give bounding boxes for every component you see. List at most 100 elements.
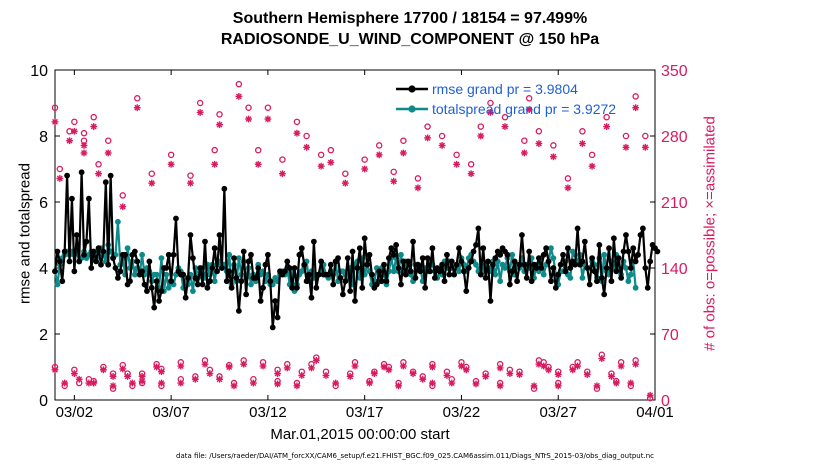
rmse-point (131, 248, 138, 255)
obs-possible-marker (216, 111, 223, 118)
rmse-point (315, 271, 322, 278)
rmse-point (385, 255, 392, 261)
rmse-point (105, 261, 112, 268)
rmse-point (296, 251, 303, 258)
obs-assimilated-marker (646, 391, 654, 399)
rmse-point (252, 275, 259, 281)
obs-possible-marker (235, 80, 243, 88)
rmse-point (407, 268, 414, 275)
obs-assimilated-marker (569, 366, 577, 374)
totalspread-point (153, 271, 160, 278)
rmse-series (52, 169, 661, 331)
rmse-point (197, 265, 204, 271)
rmse-point (608, 278, 615, 285)
rmse-point (516, 261, 523, 268)
obs-assimilated-marker (206, 370, 214, 377)
obs-assimilated-marker (622, 143, 630, 151)
totalspread-point (473, 261, 479, 268)
obs-assimilated-marker (138, 377, 146, 385)
obs-assimilated-marker (501, 123, 509, 130)
rmse-point (226, 268, 233, 275)
rmse-point (373, 281, 380, 288)
y-tick-label-left: 10 (30, 63, 48, 80)
rmse-point (523, 275, 530, 281)
rmse-point (146, 258, 153, 265)
rmse-point (269, 324, 276, 331)
rmse-point (168, 278, 175, 285)
rmse-point (93, 258, 100, 265)
rmse-point (151, 304, 158, 311)
rmse-point (76, 258, 83, 265)
rmse-point (211, 245, 218, 252)
totalspread-point (632, 284, 639, 291)
x-tick-label: 04/01 (636, 404, 674, 421)
totalspread-point (623, 265, 629, 271)
obs-possible-marker (467, 161, 475, 168)
rmse-point (303, 278, 310, 285)
x-tick-label: 03/02 (56, 404, 94, 421)
rmse-point (325, 271, 332, 278)
rmse-point (185, 275, 191, 281)
obs-assimilated-marker (312, 357, 320, 364)
rmse-point (540, 251, 547, 258)
obs-possible-marker (361, 156, 368, 163)
rmse-point (632, 258, 639, 265)
obs-assimilated-marker (438, 142, 446, 149)
obs-assimilated-marker (448, 379, 456, 387)
totalspread-point (601, 251, 608, 258)
rmse-point (308, 294, 315, 301)
obs-assimilated-marker (274, 370, 281, 377)
rmse-point (586, 281, 593, 288)
rmse-point (255, 265, 262, 271)
rmse-point (88, 265, 95, 271)
rmse-point (366, 251, 373, 258)
rmse-point (405, 258, 412, 265)
rmse-point (381, 261, 387, 268)
totalspread-point (124, 245, 131, 252)
rmse-point (424, 255, 431, 261)
obs-possible-marker (424, 123, 431, 130)
obs-assimilated-marker (293, 129, 301, 137)
rmse-point (245, 258, 252, 265)
obs-assimilated-marker (308, 364, 315, 372)
rmse-point (623, 232, 629, 238)
obs-assimilated-marker (75, 375, 83, 383)
obs-possible-marker (564, 175, 572, 182)
rmse-point (112, 265, 119, 271)
y-tick-label-right: 0 (661, 393, 670, 410)
rmse-point (182, 294, 189, 301)
rmse-point (85, 195, 92, 202)
totalspread-point (131, 271, 138, 278)
rmse-point (509, 268, 516, 275)
rmse-point (429, 245, 436, 252)
obs-assimilated-marker (361, 165, 369, 173)
obs-assimilated-marker (632, 360, 640, 368)
y-axis-label-right: # of obs: o=possible; ×=assimilated (701, 116, 719, 351)
obs-assimilated-marker (390, 177, 398, 185)
obs-possible-marker (579, 128, 586, 135)
rmse-point (66, 258, 73, 265)
rmse-point (98, 261, 104, 268)
x-tick-label: 03/17 (346, 404, 384, 421)
rmse-point (209, 265, 216, 271)
obs-possible-marker (390, 168, 397, 176)
rmse-point (378, 278, 385, 285)
totalspread-point (502, 265, 508, 271)
rmse-point (574, 225, 581, 232)
obs-assimilated-marker (608, 373, 615, 380)
rmse-point (335, 255, 341, 261)
rmse-point (417, 268, 424, 275)
rmse-point (204, 284, 211, 291)
rmse-point (627, 265, 634, 271)
obs-assimilated-marker (327, 159, 335, 166)
obs-assimilated-marker (225, 363, 233, 371)
rmse-point (228, 284, 235, 291)
rmse-point (180, 271, 187, 278)
rmse-point (552, 284, 559, 291)
obs-possible-marker (400, 137, 407, 144)
rmse-point (340, 291, 346, 298)
rmse-point (274, 314, 281, 321)
obs-assimilated-marker (201, 360, 209, 368)
